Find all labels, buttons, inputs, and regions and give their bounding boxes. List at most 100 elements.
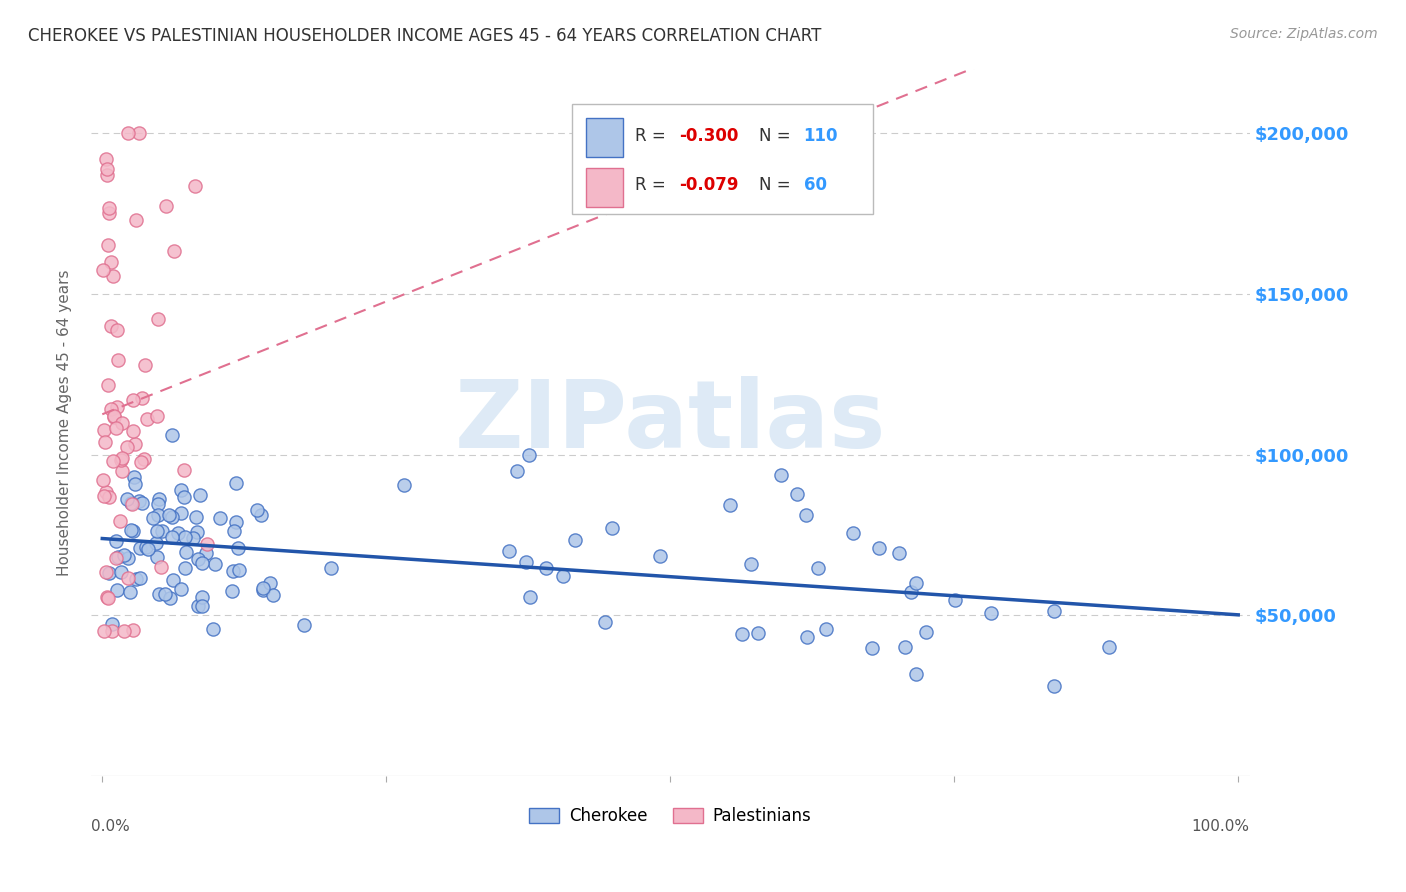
Point	[97, 238, 120, 252]
Point	[252, 582, 274, 596]
Point	[228, 563, 250, 577]
Point	[94, 152, 117, 166]
Point	[121, 497, 143, 511]
Point	[1042, 604, 1064, 618]
Point	[292, 618, 315, 632]
Point	[204, 557, 226, 571]
Point	[173, 490, 195, 504]
Point	[125, 572, 148, 586]
Point	[104, 551, 127, 566]
Bar	[586, 168, 623, 207]
Point	[796, 508, 818, 522]
Text: 100.0%: 100.0%	[1191, 819, 1250, 834]
Point	[148, 587, 170, 601]
Point	[166, 526, 188, 541]
Point	[148, 508, 170, 523]
Point	[163, 244, 186, 258]
Point	[124, 437, 146, 451]
Point	[900, 584, 922, 599]
Point	[188, 488, 211, 502]
Point	[145, 536, 167, 550]
Point	[105, 400, 128, 414]
Point	[187, 552, 209, 566]
Point	[319, 561, 342, 575]
Point	[222, 524, 245, 539]
Point	[731, 627, 754, 641]
Legend: Cherokee, Palestinians: Cherokee, Palestinians	[523, 800, 818, 831]
Point	[190, 590, 212, 604]
Point	[862, 641, 884, 656]
Point	[945, 592, 967, 607]
Point	[110, 453, 132, 467]
Point	[814, 622, 837, 636]
Point	[100, 624, 122, 639]
Bar	[586, 118, 623, 157]
Point	[96, 161, 118, 176]
Point	[117, 571, 139, 585]
Point	[128, 493, 150, 508]
Point	[1043, 679, 1066, 693]
Text: N =: N =	[759, 127, 792, 145]
Point	[142, 511, 165, 525]
Point	[186, 524, 208, 539]
Point	[392, 478, 415, 492]
Point	[1098, 640, 1121, 655]
Point	[105, 534, 128, 549]
Point	[747, 626, 769, 640]
Point	[184, 509, 207, 524]
Point	[136, 541, 159, 556]
Point	[124, 476, 146, 491]
Point	[564, 533, 586, 548]
Point	[208, 511, 231, 525]
Point	[162, 573, 184, 587]
Point	[868, 541, 890, 555]
Point	[980, 607, 1002, 621]
Text: R =: R =	[636, 177, 666, 194]
Point	[122, 470, 145, 484]
Point	[225, 515, 247, 529]
Point	[96, 168, 118, 182]
Point	[259, 576, 281, 591]
Point	[122, 524, 145, 539]
Text: -0.079: -0.079	[679, 177, 740, 194]
Point	[160, 510, 183, 524]
Point	[97, 201, 120, 215]
Point	[183, 531, 205, 545]
Point	[93, 489, 115, 503]
Point	[110, 565, 132, 579]
Point	[191, 557, 214, 571]
Point	[97, 591, 120, 605]
Point	[769, 467, 792, 482]
Point	[786, 486, 808, 500]
Point	[650, 549, 672, 563]
Text: Source: ZipAtlas.com: Source: ZipAtlas.com	[1230, 27, 1378, 41]
Point	[915, 624, 938, 639]
Point	[170, 506, 193, 520]
Point	[148, 492, 170, 507]
Point	[519, 590, 541, 604]
Text: 110: 110	[803, 127, 838, 145]
Point	[146, 549, 169, 564]
Point	[101, 453, 124, 467]
Point	[98, 206, 121, 220]
Point	[150, 524, 173, 538]
Point	[103, 409, 125, 424]
Point	[600, 521, 623, 535]
Y-axis label: Householder Income Ages 45 - 64 years: Householder Income Ages 45 - 64 years	[58, 269, 72, 575]
Point	[101, 268, 124, 283]
Point	[111, 464, 134, 478]
Text: R =: R =	[636, 127, 666, 145]
Text: 0.0%: 0.0%	[91, 819, 129, 834]
Point	[107, 352, 129, 367]
Text: ZIPatlas: ZIPatlas	[454, 376, 886, 468]
Point	[135, 540, 157, 554]
Point	[146, 524, 169, 538]
Point	[117, 126, 139, 140]
Point	[105, 583, 128, 598]
Point	[842, 526, 865, 541]
Point	[108, 514, 131, 528]
Point	[93, 423, 115, 437]
Point	[94, 566, 117, 580]
Point	[515, 555, 537, 569]
Point	[905, 667, 928, 681]
